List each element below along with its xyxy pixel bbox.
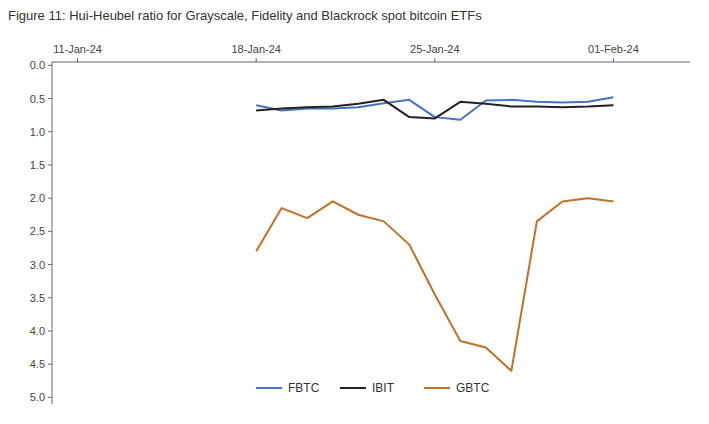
- y-tick-label: 0.5: [30, 93, 45, 105]
- y-tick: [48, 65, 52, 66]
- x-axis: 11-Jan-24 18-Jan-24 25-Jan-24 01-Feb-24: [52, 43, 690, 62]
- y-tick-label: 3.5: [30, 292, 45, 304]
- x-tick-label: 18-Jan-24: [231, 43, 281, 55]
- legend-label: FBTC: [288, 381, 320, 395]
- y-tick: [48, 364, 52, 365]
- series-line: [256, 198, 613, 371]
- y-tick-label: 2.0: [30, 192, 45, 204]
- x-tick-label: 25-Jan-24: [410, 43, 460, 55]
- y-tick: [48, 231, 52, 232]
- y-tick-label: 4.0: [30, 325, 45, 337]
- legend-swatch: [256, 387, 282, 389]
- y-tick: [48, 98, 52, 99]
- x-axis-line: [52, 62, 690, 63]
- legend: FBTC IBIT GBTC: [256, 381, 490, 395]
- y-axis-line: [52, 62, 53, 404]
- y-tick: [48, 397, 52, 398]
- y-tick-label: 1.0: [30, 126, 45, 138]
- y-tick-label: 5.0: [30, 391, 45, 403]
- x-tick-label: 11-Jan-24: [53, 43, 102, 55]
- y-tick-label: 0.0: [30, 59, 45, 71]
- y-tick: [48, 264, 52, 265]
- series-line: [256, 100, 613, 119]
- x-tick: [434, 58, 435, 62]
- legend-swatch: [424, 387, 450, 389]
- chart-svg: Figure 11: Hui-Heubel ratio for Grayscal…: [0, 0, 709, 424]
- y-tick: [48, 164, 52, 165]
- series-line: [256, 97, 613, 120]
- y-axis: 0.0 0.5 1.0 1.5 2.0 2.5 3.0 3.5 4.0 4.5 5.0: [30, 59, 52, 404]
- y-tick: [48, 330, 52, 331]
- x-tick: [256, 58, 257, 62]
- y-tick-label: 4.5: [30, 358, 45, 370]
- x-tick-label: 01-Feb-24: [588, 43, 639, 55]
- chart-container: Figure 11: Hui-Heubel ratio for Grayscal…: [0, 0, 709, 424]
- title: Figure 11: Hui-Heubel ratio for Grayscal…: [8, 8, 482, 23]
- plot-area: [256, 97, 613, 371]
- y-tick-label: 2.5: [30, 225, 45, 237]
- legend-label: GBTC: [456, 381, 490, 395]
- x-tick: [613, 58, 614, 62]
- legend-swatch: [340, 387, 366, 389]
- y-tick-label: 3.0: [30, 259, 45, 271]
- y-tick: [48, 297, 52, 298]
- x-tick: [77, 58, 78, 62]
- y-tick-label: 1.5: [30, 159, 45, 171]
- legend-label: IBIT: [372, 381, 395, 395]
- y-tick: [48, 131, 52, 132]
- y-tick: [48, 198, 52, 199]
